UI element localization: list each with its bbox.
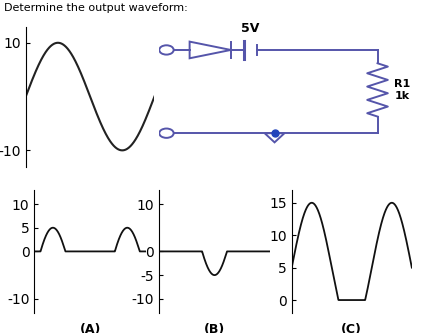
Text: (C): (C) [341,323,362,333]
Text: 5V: 5V [241,22,259,35]
Text: Determine the output waveform:: Determine the output waveform: [4,3,188,13]
Text: R1: R1 [394,79,411,89]
Text: (B): (B) [204,323,225,333]
Text: 1k: 1k [394,91,409,101]
Text: (A): (A) [79,323,101,333]
